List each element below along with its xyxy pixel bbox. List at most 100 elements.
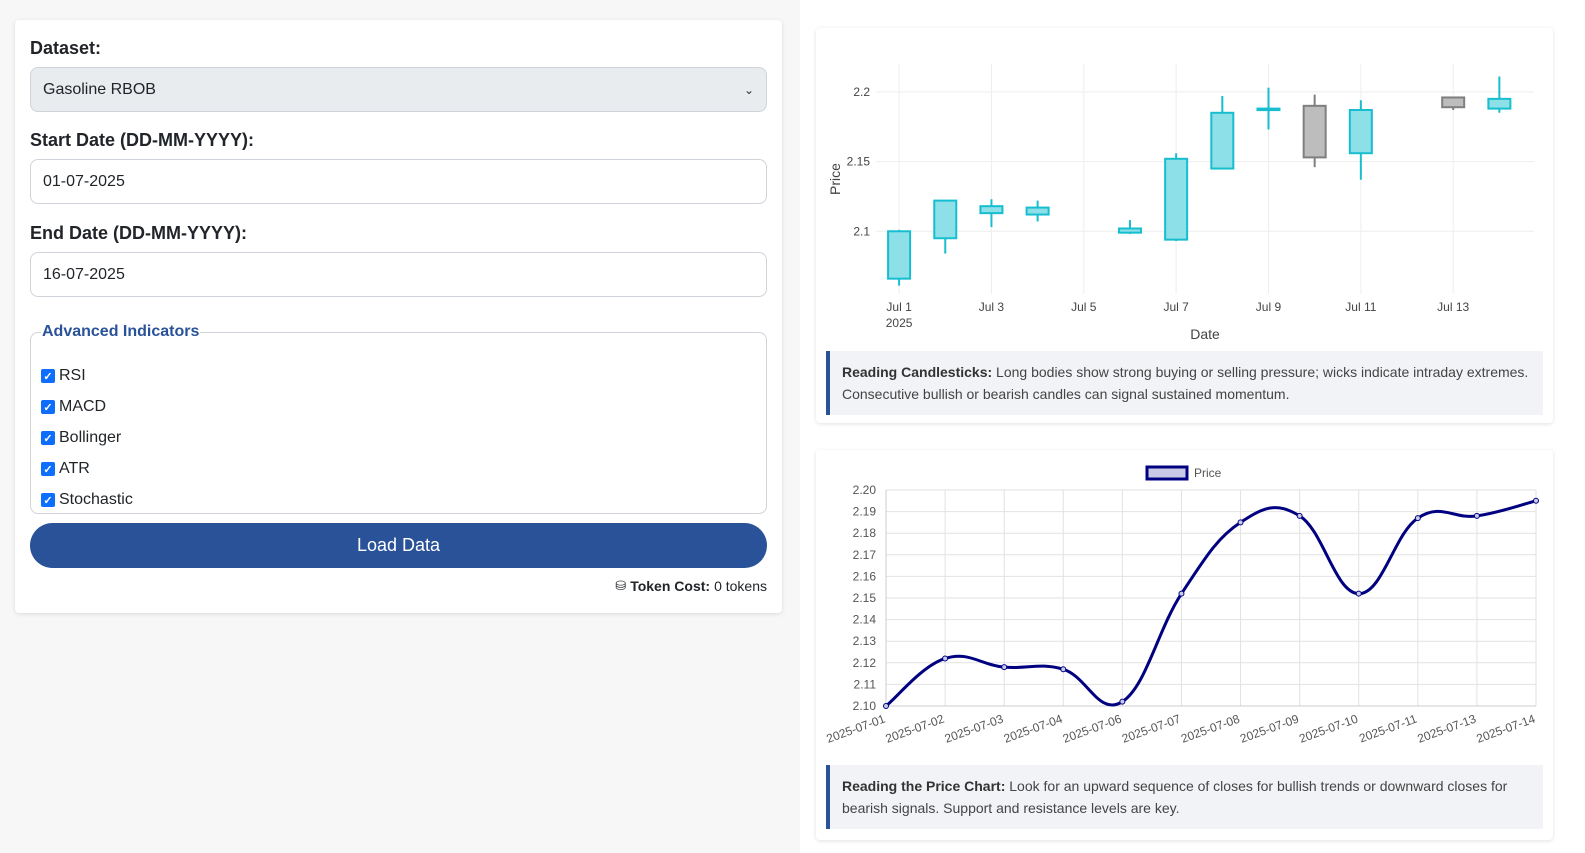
y-tick-label: 2.10: [853, 699, 877, 713]
start-date-value: 01-07-2025: [43, 172, 125, 190]
price-point: [1473, 512, 1480, 519]
checkbox-checked-icon[interactable]: ✓: [41, 431, 55, 445]
candle-body: [1302, 104, 1327, 159]
token-cost-label: Token Cost:: [630, 578, 711, 594]
dataset-select[interactable]: Gasoline RBOB ⌄: [30, 67, 767, 112]
y-tick-label: 2.17: [853, 548, 877, 562]
x-tick-label: 2025-07-09: [1238, 712, 1301, 746]
checkbox-checked-icon[interactable]: ✓: [41, 462, 55, 476]
checkbox-checked-icon[interactable]: ✓: [41, 493, 55, 507]
y-tick-label: 2.14: [853, 613, 877, 627]
legend-swatch: [1145, 465, 1189, 481]
query-form-panel: Dataset: Gasoline RBOB ⌄ Start Date (DD-…: [15, 20, 782, 613]
price-point: [1414, 515, 1421, 522]
indicator-atr[interactable]: ✓ ATR: [41, 460, 90, 478]
price-line-chart[interactable]: 2.20 2.19 2.18 2.17 2.16 2.15 2.14 2.13 2.12 2.11…: [816, 458, 1553, 763]
price-point: [942, 655, 949, 662]
price-note-text: Look for an upward sequence of closes fo…: [842, 778, 1508, 816]
start-date-label: Start Date (DD-MM-YYYY):: [30, 130, 255, 150]
y-tick-label: 2.16: [853, 569, 877, 583]
y-tick-label: 2.11: [854, 677, 877, 691]
chevron-down-icon: ⌄: [743, 82, 754, 97]
x-tick-label: 2025-07-08: [1179, 712, 1242, 746]
y-tick-label: 2.15: [853, 591, 877, 605]
candlestick-chart[interactable]: Jul 1 Jul 3 Jul 5 Jul 7 Jul 9 Jul 11 Jul 13 202…: [816, 28, 1553, 348]
x-tick-label: Jul 9: [1256, 300, 1282, 314]
y-tick-label: 2.12: [853, 656, 877, 670]
y-tick-label: 2.15: [847, 155, 871, 169]
candle-body: [1256, 107, 1281, 112]
price-point: [1355, 590, 1362, 597]
legend-label: Price: [1194, 466, 1222, 480]
candle-body: [979, 205, 1004, 215]
end-date-input[interactable]: 16-07-2025: [30, 252, 767, 297]
candlestick-chart-panel: Jul 1 Jul 3 Jul 5 Jul 7 Jul 9 Jul 11 Jul 13 202…: [816, 28, 1553, 423]
price-series-line: [885, 499, 1537, 708]
indicator-macd[interactable]: ✓ MACD: [41, 398, 106, 416]
checkbox-checked-icon[interactable]: ✓: [41, 369, 55, 383]
price-point: [1296, 512, 1303, 519]
price-note: Reading the Price Chart: Look for an upw…: [826, 765, 1543, 829]
x-tick-label: 2025-07-02: [884, 712, 947, 746]
y-tick-label: 2.20: [853, 483, 877, 497]
price-point: [1060, 666, 1067, 673]
x-tick-label: Jul 13: [1437, 300, 1469, 314]
coins-icon: ⛁: [615, 578, 627, 593]
candle-body: [1441, 96, 1466, 109]
y-tick-label: 2.2: [853, 85, 870, 99]
x-tick-label: Jul 1: [886, 300, 912, 314]
x-tick-sublabel: 2025: [886, 316, 913, 330]
x-tick-label: 2025-07-13: [1415, 712, 1478, 746]
x-tick-label: 2025-07-03: [943, 712, 1006, 746]
x-tick-label: Jul 3: [979, 300, 1005, 314]
indicator-label: Bollinger: [59, 429, 122, 446]
x-tick-label: Jul 11: [1345, 300, 1376, 314]
advanced-indicators-group: Advanced Indicators ✓ RSI ✓ MACD ✓ Bolli…: [30, 323, 767, 514]
price-note-title: Reading the Price Chart:: [842, 778, 1006, 794]
price-point: [1178, 590, 1185, 597]
indicator-label: MACD: [59, 398, 107, 415]
indicator-label: ATR: [59, 460, 90, 477]
candle-body: [1210, 111, 1235, 170]
dataset-label: Dataset:: [30, 38, 102, 58]
x-tick-label: Jul 5: [1071, 300, 1097, 314]
price-point: [883, 703, 889, 709]
indicator-rsi[interactable]: ✓ RSI: [41, 367, 86, 385]
y-tick-label: 2.1: [853, 224, 870, 238]
candle-body: [1487, 97, 1512, 110]
dataset-select-value: Gasoline RBOB: [43, 80, 156, 98]
advanced-indicators-legend: Advanced Indicators: [42, 323, 200, 340]
price-point: [1533, 497, 1539, 504]
candlestick-note-text: Long bodies show strong buying or sellin…: [842, 364, 1529, 402]
end-date-label: End Date (DD-MM-YYYY):: [30, 223, 247, 243]
y-axis-title: Price: [827, 163, 843, 195]
x-tick-label: Jul 7: [1163, 300, 1189, 314]
indicator-bollinger[interactable]: ✓ Bollinger: [41, 429, 121, 447]
indicator-label: Stochastic: [59, 491, 133, 508]
indicator-label: RSI: [59, 367, 86, 384]
candlestick-note: Reading Candlesticks: Long bodies show s…: [826, 351, 1543, 415]
end-date-value: 16-07-2025: [43, 265, 125, 283]
x-tick-label: 2025-07-04: [1002, 712, 1065, 746]
checkbox-checked-icon[interactable]: ✓: [41, 400, 55, 414]
y-tick-label: 2.18: [853, 526, 877, 540]
x-tick-label: 2025-07-01: [825, 712, 888, 746]
x-tick-label: 2025-07-11: [1357, 712, 1419, 746]
token-cost-value: 0 tokens: [714, 578, 767, 594]
y-tick-label: 2.13: [853, 634, 877, 648]
x-tick-label: 2025-07-06: [1061, 712, 1124, 746]
candle-body: [1117, 227, 1142, 234]
candle-body: [933, 199, 958, 240]
candle-body: [1348, 109, 1373, 155]
token-cost: ⛁ Token Cost: 0 tokens: [615, 578, 767, 594]
x-tick-label: 2025-07-14: [1475, 712, 1538, 746]
price-point: [1237, 519, 1244, 526]
candle-body: [1164, 157, 1189, 241]
indicator-stochastic[interactable]: ✓ Stochastic: [41, 491, 133, 509]
x-tick-label: 2025-07-07: [1120, 712, 1183, 746]
x-axis-title: Date: [1190, 326, 1220, 342]
start-date-input[interactable]: 01-07-2025: [30, 159, 767, 204]
price-point: [1001, 664, 1008, 671]
load-data-button[interactable]: Load Data: [30, 523, 767, 568]
candle-body: [1025, 206, 1050, 216]
